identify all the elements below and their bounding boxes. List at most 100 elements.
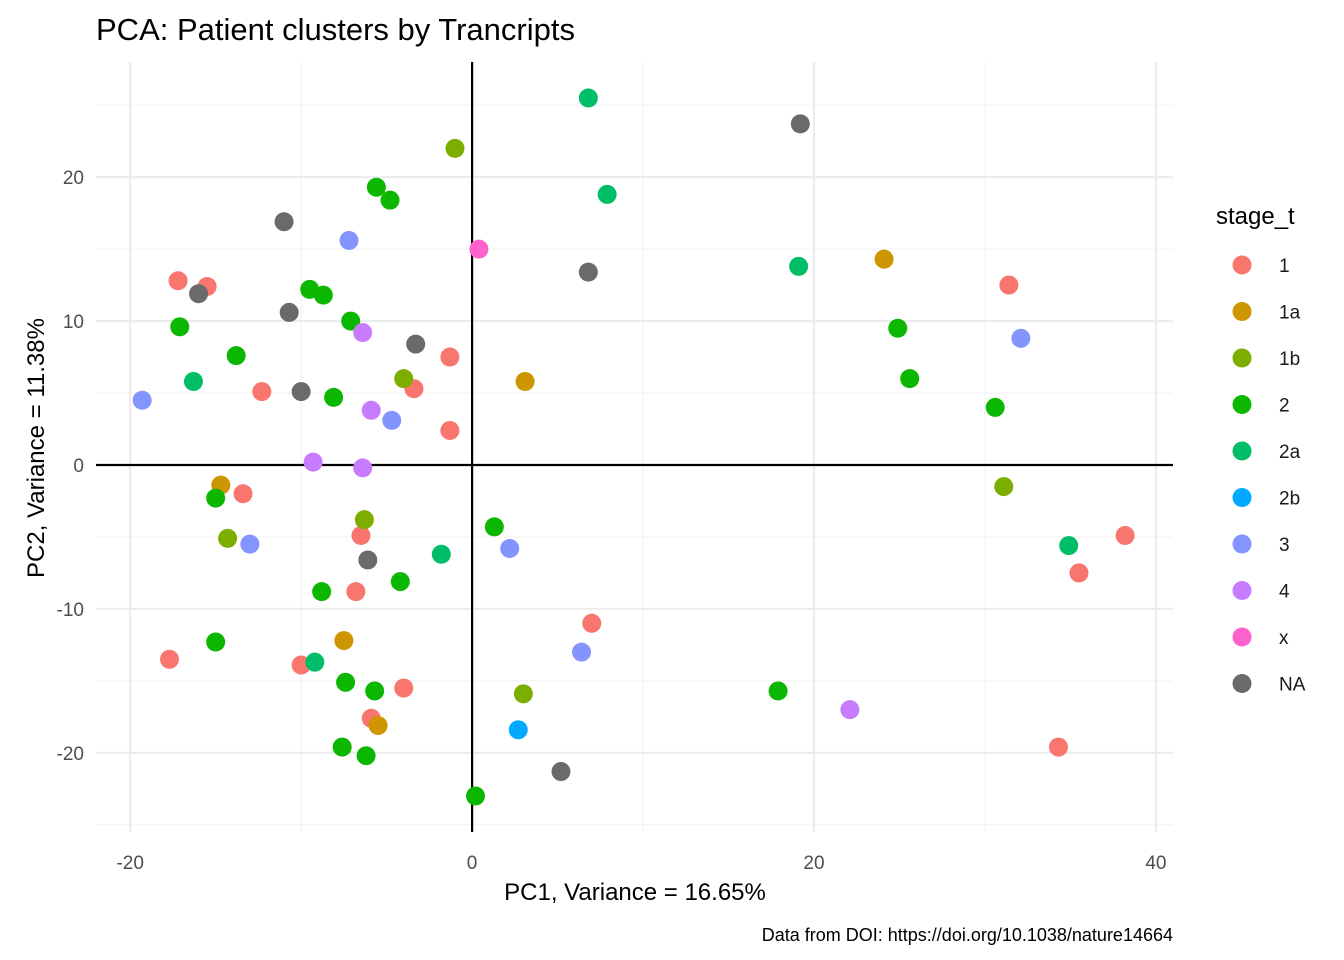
data-point-stage-1 — [351, 526, 371, 546]
data-point-stage-1 — [582, 613, 602, 633]
data-point-stage-NA — [551, 762, 571, 782]
data-point-stage-1 — [1115, 526, 1135, 546]
legend-key-1b — [1232, 348, 1252, 368]
data-point-stage-1 — [1048, 737, 1068, 757]
data-point-stage-2a — [789, 256, 809, 276]
data-point-stage-2 — [170, 317, 190, 337]
data-point-stage-2 — [226, 346, 246, 366]
data-point-stage-4 — [353, 323, 373, 343]
legend-key-2 — [1232, 395, 1252, 414]
legend-key-1a — [1232, 302, 1252, 321]
legend-label-x: x — [1279, 628, 1289, 649]
reference-lines — [96, 62, 1173, 832]
data-point-stage-NA — [291, 382, 311, 402]
data-point-stage-2 — [332, 737, 352, 757]
data-point-stage-3 — [382, 410, 402, 430]
legend-key-1 — [1232, 255, 1252, 275]
data-point-stage-2a — [431, 544, 451, 564]
data-point-stage-NA — [358, 550, 378, 570]
data-point-stage-1 — [440, 420, 460, 440]
y-tick-label: 20 — [63, 168, 84, 189]
data-point-stage-4 — [361, 400, 381, 420]
data-point-stage-2 — [365, 681, 385, 701]
data-point-stage-2a — [305, 652, 325, 672]
data-point-stage-2a — [183, 372, 203, 392]
data-point-stage-1b — [513, 684, 533, 704]
data-point-stage-NA — [274, 212, 294, 232]
data-point-stage-2 — [206, 488, 226, 508]
data-point-stage-1 — [1069, 563, 1089, 583]
data-point-stage-1a — [334, 631, 354, 651]
data-point-stage-2 — [313, 285, 333, 305]
data-point-stage-2 — [985, 397, 1005, 417]
data-point-stage-2 — [900, 369, 920, 389]
data-points — [132, 88, 1135, 806]
x-tick-label: 20 — [803, 853, 824, 874]
data-point-stage-1b — [994, 477, 1014, 497]
legend-label-2a: 2a — [1279, 442, 1301, 463]
legend-label-1: 1 — [1279, 256, 1290, 277]
y-tick-label: 0 — [73, 456, 84, 477]
data-point-stage-2b — [508, 720, 528, 740]
data-point-stage-2 — [366, 177, 386, 197]
data-point-stage-3 — [132, 390, 152, 410]
data-point-stage-1 — [233, 484, 253, 504]
data-point-stage-2 — [380, 190, 400, 210]
data-point-stage-3 — [240, 534, 260, 554]
data-point-stage-1 — [160, 649, 180, 669]
data-point-stage-2 — [341, 311, 361, 331]
x-axis-ticks: -20 0 20 40 — [116, 853, 1166, 874]
data-point-stage-2 — [390, 572, 410, 592]
data-point-stage-1a — [515, 372, 535, 392]
data-point-stage-2 — [484, 517, 504, 537]
data-point-stage-NA — [406, 334, 426, 354]
data-point-stage-2a — [1059, 536, 1079, 556]
data-point-stage-1 — [346, 582, 366, 602]
data-point-stage-NA — [279, 302, 299, 322]
data-point-stage-3 — [572, 642, 592, 662]
data-point-stage-2a — [578, 88, 598, 108]
data-point-stage-2 — [312, 582, 332, 602]
legend-label-2: 2 — [1279, 396, 1290, 417]
legend-key-3 — [1232, 534, 1252, 554]
data-point-stage-4 — [303, 452, 323, 472]
data-point-stage-2 — [768, 681, 788, 701]
x-tick-label: -20 — [116, 853, 143, 874]
data-point-stage-x — [469, 239, 489, 259]
x-tick-label: 0 — [467, 853, 478, 874]
data-point-stage-1 — [440, 347, 460, 367]
data-point-stage-2a — [597, 184, 617, 204]
x-axis-title: PC1, Variance = 16.65% — [504, 879, 766, 906]
legend-label-1b: 1b — [1279, 349, 1300, 370]
data-point-stage-2 — [888, 318, 908, 338]
legend-label-NA: NA — [1279, 675, 1306, 696]
x-tick-label: 40 — [1145, 853, 1166, 874]
y-tick-label: -10 — [57, 600, 84, 621]
data-point-stage-3 — [1011, 328, 1031, 348]
data-point-stage-1b — [445, 138, 465, 158]
legend-key-2b — [1232, 488, 1252, 507]
grid-lines — [96, 62, 1173, 832]
data-point-stage-2 — [324, 387, 344, 407]
caption: Data from DOI: https://doi.org/10.1038/n… — [762, 925, 1173, 945]
data-point-stage-1b — [218, 528, 238, 548]
data-point-stage-NA — [189, 284, 209, 304]
legend-key-4 — [1232, 581, 1252, 600]
legend-title: stage_t — [1216, 203, 1295, 230]
data-point-stage-1 — [394, 678, 414, 698]
data-point-stage-1 — [168, 271, 188, 291]
y-tick-label: -20 — [57, 744, 84, 765]
data-point-stage-2 — [336, 672, 356, 692]
y-axis-title: PC2, Variance = 11.38% — [23, 318, 50, 578]
legend-label-1a: 1a — [1279, 303, 1301, 324]
data-point-stage-1b — [394, 369, 414, 389]
data-point-stage-2 — [466, 786, 486, 806]
data-point-stage-4 — [353, 458, 373, 478]
y-tick-label: 10 — [63, 312, 84, 333]
legend-key-NA — [1232, 674, 1252, 693]
data-point-stage-1a — [874, 249, 894, 269]
legend-label-3: 3 — [1279, 535, 1290, 556]
data-point-stage-2 — [356, 746, 376, 766]
legend-key-2a — [1232, 441, 1252, 461]
